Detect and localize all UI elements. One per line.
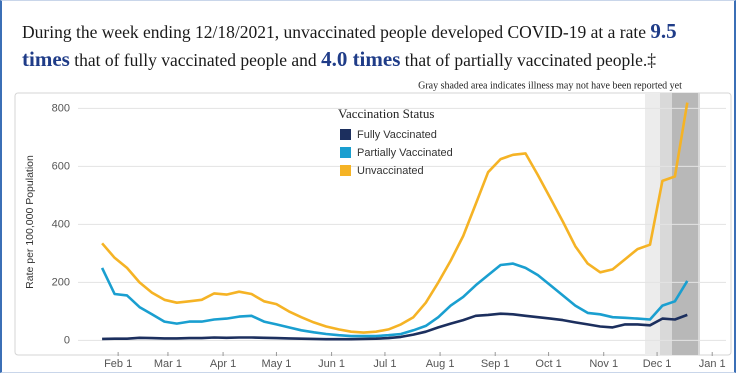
legend-label: Unvaccinated xyxy=(357,165,424,177)
x-tick-label: Mar 1 xyxy=(154,358,182,370)
x-tick-label: Oct 1 xyxy=(535,358,561,370)
annotation: Gray shaded area indicates illness may n… xyxy=(418,80,682,91)
series-line xyxy=(101,102,689,334)
legend-swatch xyxy=(340,129,351,140)
y-axis-label: Rate per 100,000 Population xyxy=(24,155,36,289)
y-tick-label: 800 xyxy=(52,102,70,114)
x-tick-label: May 1 xyxy=(261,358,291,370)
x-tick-label: Apr 1 xyxy=(210,358,236,370)
headline: During the week ending 12/18/2021, unvac… xyxy=(22,18,732,74)
x-tick-label: Jun 1 xyxy=(318,358,345,370)
x-tick-label: Aug 1 xyxy=(426,358,455,370)
headline-text: that of fully vaccinated people and xyxy=(74,50,317,70)
series-line xyxy=(102,312,688,341)
headline-emphasis: times xyxy=(22,47,70,71)
headline-emphasis: 4.0 times xyxy=(321,47,401,71)
headline-emphasis: 9.5 xyxy=(650,19,677,43)
x-tick-label: Dec 1 xyxy=(643,358,672,370)
y-tick-label: 400 xyxy=(52,218,70,230)
legend-label: Fully Vaccinated xyxy=(357,129,437,141)
legend-swatch xyxy=(340,147,351,158)
headline-text: that of partially vaccinated people.‡ xyxy=(404,50,656,70)
y-tick-label: 0 xyxy=(64,334,70,346)
headline-text: During the week ending 12/18/2021, unvac… xyxy=(22,22,646,42)
legend-title: Vaccination Status xyxy=(338,106,434,121)
y-tick-label: 600 xyxy=(52,160,70,172)
x-tick-label: Nov 1 xyxy=(589,358,618,370)
legend-label: Partially Vaccinated xyxy=(357,147,453,159)
legend-swatch xyxy=(340,165,351,176)
x-tick-label: Jul 1 xyxy=(373,358,396,370)
x-tick-label: Sep 1 xyxy=(481,358,510,370)
plot-frame xyxy=(14,92,732,356)
y-tick-label: 200 xyxy=(52,276,70,288)
x-tick-label: Feb 1 xyxy=(104,358,132,370)
series-line xyxy=(100,262,689,338)
x-tick-label: Jan 1 xyxy=(699,358,726,370)
